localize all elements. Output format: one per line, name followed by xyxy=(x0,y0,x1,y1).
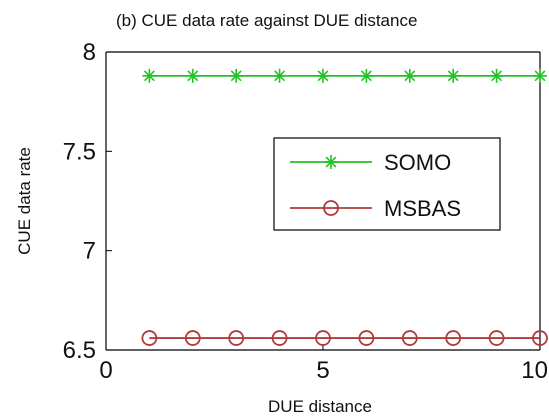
data-point-somo xyxy=(359,68,374,83)
axis-ticks: 0 5 10 8 7.5 7 6.5 xyxy=(63,39,548,384)
x-tick-label: 10 xyxy=(521,357,548,384)
y-tick-label: 7 xyxy=(83,238,96,265)
data-point-somo xyxy=(402,68,417,83)
data-point-msbas xyxy=(532,330,548,346)
chart-title: (b) CUE data rate against DUE distance xyxy=(116,11,417,30)
data-point-somo xyxy=(316,68,330,83)
y-tick-label: 6.5 xyxy=(63,337,96,364)
data-point-somo xyxy=(446,68,461,83)
legend-label-somo: SOMO xyxy=(384,150,451,175)
data-point-msbas xyxy=(488,330,505,346)
data-point-msbas xyxy=(228,330,245,346)
legend-marker-somo xyxy=(324,155,338,169)
legend-marker-msbas xyxy=(323,200,339,216)
y-axis-label: CUE data rate xyxy=(15,147,34,255)
y-tick-label: 8 xyxy=(83,39,96,66)
x-tick-label: 0 xyxy=(99,357,112,384)
x-tick-label: 5 xyxy=(316,357,329,384)
data-point-msbas xyxy=(445,330,462,346)
legend: SOMO MSBAS xyxy=(273,137,501,231)
data-point-msbas xyxy=(271,330,288,346)
x-axis-label: DUE distance xyxy=(268,397,372,416)
data-point-somo xyxy=(142,68,157,83)
data-point-msbas xyxy=(358,330,375,346)
data-point-somo xyxy=(229,68,244,83)
data-point-somo xyxy=(272,68,287,83)
y-tick-label: 7.5 xyxy=(63,138,96,165)
data-point-msbas xyxy=(141,330,158,346)
data-point-somo xyxy=(489,68,504,83)
series-layer xyxy=(141,68,548,346)
data-point-msbas xyxy=(401,330,418,346)
legend-box xyxy=(273,137,501,231)
legend-label-msbas: MSBAS xyxy=(384,196,461,221)
data-point-somo xyxy=(185,68,200,83)
data-point-somo xyxy=(533,68,547,83)
data-point-msbas xyxy=(315,330,331,346)
data-point-msbas xyxy=(184,330,201,346)
